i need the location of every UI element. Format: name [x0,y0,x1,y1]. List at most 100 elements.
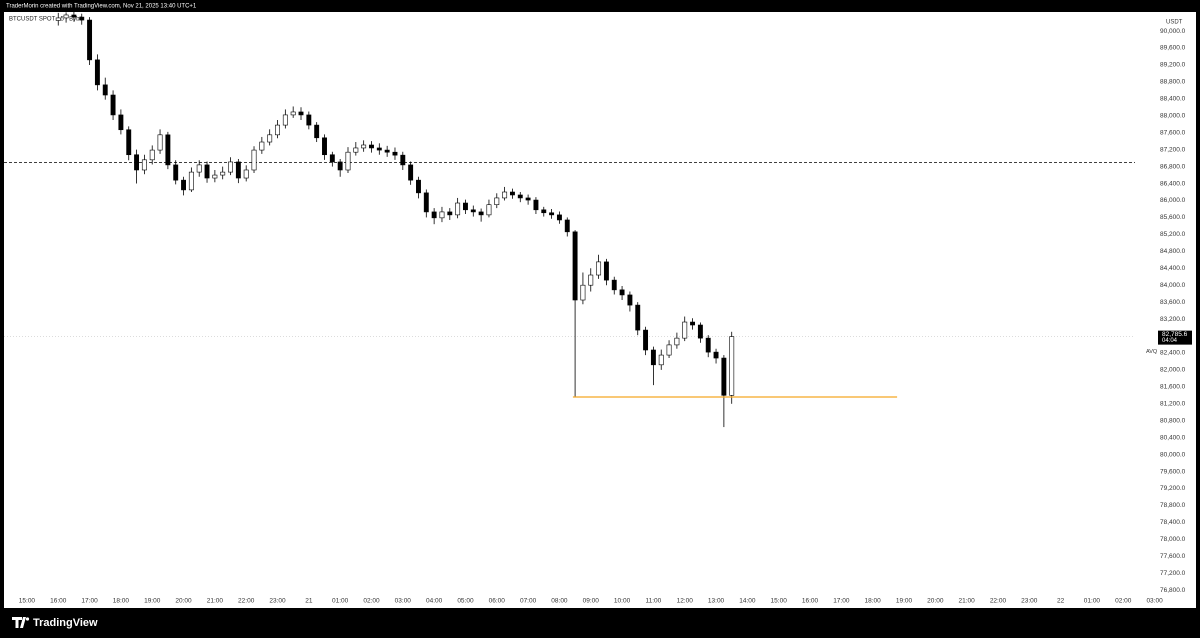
x-tick-label: 20:00 [175,598,192,605]
candle-body [603,261,609,281]
candle-body [541,209,547,214]
y-tick-label: 77,200.0 [1160,570,1186,577]
candle-body [509,191,515,196]
x-tick-label: 10:00 [614,598,631,605]
candle-body [322,137,327,156]
symbol: BTCUSDT SPOT · 5 · Bybit [9,17,83,23]
candle-body [337,161,343,171]
y-tick-label: 80,400.0 [1160,434,1186,441]
candle-body [79,16,85,21]
candle-body [690,321,696,326]
candle-body [408,164,414,181]
candle-body [658,354,664,366]
y-tick-label: 86,800.0 [1160,163,1186,170]
candle-body [580,284,586,301]
x-tick-label: 02:00 [1115,598,1132,605]
candle-body [697,324,703,339]
candle-body [729,336,735,396]
countdown: 04:04 [1162,338,1178,344]
candle-body [298,111,304,116]
candle-body [110,94,116,116]
candle-body [627,294,633,306]
y-tick-label: 79,200.0 [1160,485,1186,492]
candle-body [63,14,69,19]
candle-body [721,357,727,396]
candle-body [682,321,688,339]
plot: 90,000.0 89,600.0 89,200.0 88,800.0 88,400.0… [4,12,1192,605]
candle-body [478,211,484,216]
candle-body [157,134,163,151]
x-tick-label: 19:00 [144,598,161,605]
y-tick-label: 89,600.0 [1160,45,1186,52]
candle-body [165,134,171,166]
candle-body [517,194,523,199]
x-tick-label: 20:00 [927,598,944,605]
candle-body [564,219,570,233]
y-tick-label: 84,800.0 [1160,248,1186,255]
y-tick-label: 78,000.0 [1160,536,1186,543]
marker-text: AVQ [1146,349,1158,355]
x-tick-label: 22:00 [990,598,1007,605]
candle-body [196,164,202,173]
candle-body [329,154,335,163]
x-tick-label: 03:00 [395,598,412,605]
x-tick-label: 12:00 [677,598,694,605]
candle-body [361,144,367,149]
x-tick-label: 18:00 [865,598,882,605]
candle-body [314,124,320,139]
candle-body [556,214,562,221]
y-tick-label: 88,400.0 [1160,96,1186,103]
candle-body [220,171,226,176]
x-tick-label: 22:00 [238,598,255,605]
x-tick-label: 04:00 [426,598,443,605]
candle-body [666,344,672,356]
candle-body [525,197,531,201]
x-tick-label: 01:00 [1084,598,1101,605]
brand: TradingView [33,617,98,629]
candle-body [533,199,539,211]
y-tick-label: 76,800.0 [1160,587,1186,594]
candle-body [149,149,155,161]
candle-body [267,134,273,143]
y-tick-label: 85,600.0 [1160,214,1186,221]
candle-body [94,59,100,86]
y-tick-label: 78,800.0 [1160,502,1186,509]
candle-body [376,147,382,151]
brand-logo [12,617,30,628]
candle-body [549,212,555,216]
candle-body [275,124,280,136]
y-tick-label: 88,800.0 [1160,79,1186,86]
candle-body [181,179,186,191]
candle-body [713,351,719,359]
x-tick-label: 23:00 [269,598,286,605]
y-tick-label: 90,000.0 [1160,28,1186,35]
y-tick-label: 78,400.0 [1160,519,1186,526]
candle-body [173,164,179,181]
candle-body [643,329,649,351]
candle-body [439,211,445,219]
candle-body [188,171,194,191]
candle-body [588,274,594,286]
x-tick-label: 11:00 [646,598,662,605]
candle-body [102,84,108,96]
x-tick-label: 07:00 [520,598,537,605]
y-tick-label: 86,400.0 [1160,180,1186,187]
candle-body [470,209,476,213]
candle-body [463,202,468,211]
x-tick-label: 17:00 [81,598,98,605]
x-tick-label: 21 [305,598,313,605]
x-tick-label: 05:00 [457,598,474,605]
last-price-label: 82,785.6 [1162,331,1188,338]
chart-area [4,12,1196,608]
candle-body [212,174,218,179]
y-tick-label: 81,600.0 [1160,384,1186,391]
y-tick-label: 87,200.0 [1160,146,1186,153]
candle-body [486,204,492,216]
candle-body [431,211,437,219]
candle-body [126,129,132,156]
x-tick-label: 09:00 [583,598,600,605]
candle-body [353,147,359,153]
y-tick-label: 85,200.0 [1160,231,1186,238]
